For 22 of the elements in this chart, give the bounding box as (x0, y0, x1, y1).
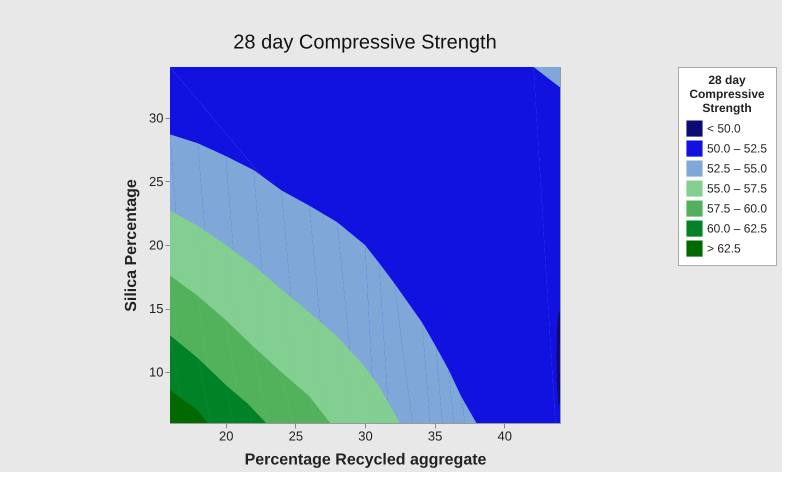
y-tick-label: 25 (149, 174, 164, 189)
chart-title: 28 day Compressive Strength (233, 32, 497, 54)
x-tick-label: 25 (288, 428, 304, 444)
legend-label: 57.5 – 60.0 (707, 202, 768, 216)
y-axis-title: Silica Percentage (123, 179, 140, 312)
x-axis-title: Percentage Recycled aggregate (244, 452, 487, 468)
legend-label: < 50.0 (707, 122, 742, 136)
x-tick-label: 20 (218, 428, 234, 444)
x-tick-label: 30 (358, 428, 373, 444)
y-tick-label: 30 (149, 110, 164, 126)
legend-label: 60.0 – 62.5 (707, 222, 768, 236)
legend-title: 28 day Compressive Strength (689, 73, 766, 115)
y-tick-label: 20 (149, 238, 164, 252)
legend-label: 50.0 – 52.5 (707, 142, 768, 156)
y-tick-label: 10 (149, 364, 164, 380)
line-series (556, 310, 560, 406)
legend-label: 55.0 – 57.5 (707, 182, 768, 196)
y-tick-label: 15 (149, 301, 164, 316)
x-tick-label: 40 (498, 428, 512, 444)
legend-label: > 62.5 (707, 242, 742, 256)
x-tick-label: 35 (428, 428, 442, 444)
legend-label: 52.5 – 55.0 (707, 162, 768, 176)
